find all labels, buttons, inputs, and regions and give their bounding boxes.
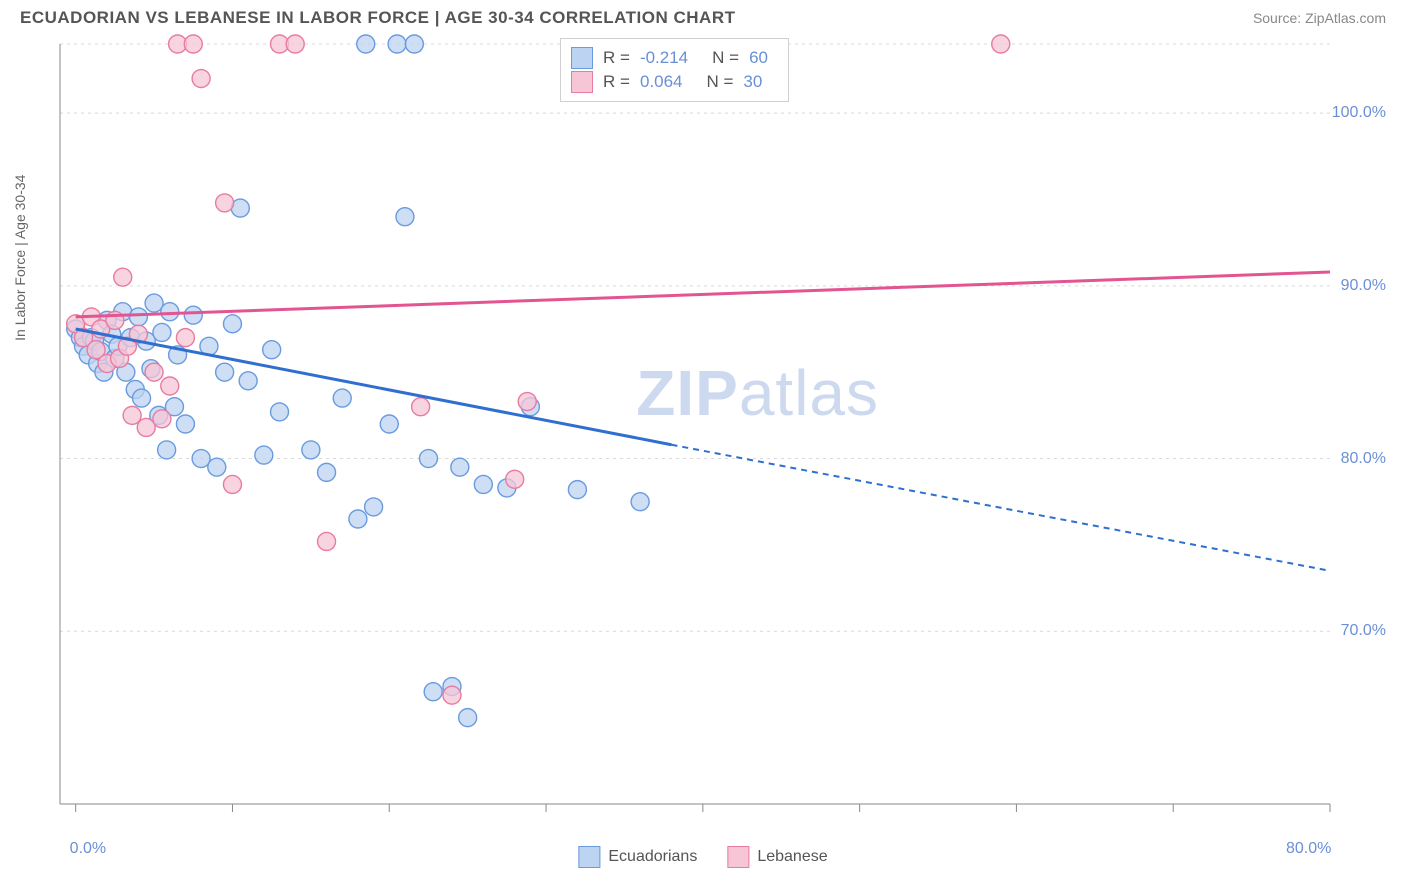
data-point (412, 398, 430, 416)
y-axis-title: In Labor Force | Age 30-34 (12, 175, 28, 341)
data-point (518, 393, 536, 411)
legend-n-value: 60 (749, 48, 768, 68)
legend-item: Lebanese (727, 846, 827, 868)
data-point (419, 450, 437, 468)
data-point (145, 363, 163, 381)
data-point (365, 498, 383, 516)
chart-title: ECUADORIAN VS LEBANESE IN LABOR FORCE | … (20, 8, 735, 28)
legend-series-name: Lebanese (757, 848, 827, 866)
legend-r-value: -0.214 (640, 48, 688, 68)
legend-swatch (727, 846, 749, 868)
data-point (223, 475, 241, 493)
data-point (161, 303, 179, 321)
chart-source: Source: ZipAtlas.com (1253, 10, 1386, 26)
data-point (568, 481, 586, 499)
data-point (158, 441, 176, 459)
data-point (349, 510, 367, 528)
data-point (153, 323, 171, 341)
data-point (333, 389, 351, 407)
legend-r-label: R = (603, 72, 630, 92)
legend-n-label: N = (712, 48, 739, 68)
legend-n-label: N = (706, 72, 733, 92)
data-point (216, 363, 234, 381)
data-point (459, 709, 477, 727)
data-point (161, 377, 179, 395)
trend-line-dashed (671, 445, 1330, 571)
trend-line-solid (76, 272, 1330, 317)
data-point (302, 441, 320, 459)
legend-n-value: 30 (743, 72, 762, 92)
x-tick-label: 0.0% (70, 840, 106, 858)
legend-swatch (578, 846, 600, 868)
legend-row: R = 0.064 N = 30 (571, 71, 768, 93)
data-point (153, 410, 171, 428)
data-point (216, 194, 234, 212)
data-point (474, 475, 492, 493)
data-point (631, 493, 649, 511)
data-point (263, 341, 281, 359)
data-point (239, 372, 257, 390)
data-point (992, 35, 1010, 53)
y-tick-label: 80.0% (1341, 450, 1386, 468)
legend-swatch (571, 71, 593, 93)
data-point (380, 415, 398, 433)
y-tick-label: 70.0% (1341, 622, 1386, 640)
y-tick-label: 100.0% (1332, 104, 1386, 122)
legend-series-name: Ecuadorians (608, 848, 697, 866)
data-point (443, 686, 461, 704)
data-point (318, 463, 336, 481)
correlation-legend: R = -0.214 N = 60 R = 0.064 N = 30 (560, 38, 789, 102)
chart-container: In Labor Force | Age 30-34 ZIPatlas R = … (20, 34, 1386, 814)
data-point (286, 35, 304, 53)
data-point (192, 70, 210, 88)
data-point (176, 329, 194, 347)
data-point (184, 306, 202, 324)
x-tick-label: 80.0% (1286, 840, 1331, 858)
data-point (506, 470, 524, 488)
data-point (424, 683, 442, 701)
legend-r-label: R = (603, 48, 630, 68)
data-point (255, 446, 273, 464)
data-point (223, 315, 241, 333)
data-point (176, 415, 194, 433)
data-point (451, 458, 469, 476)
data-point (133, 389, 151, 407)
legend-swatch (571, 47, 593, 69)
y-tick-label: 90.0% (1341, 277, 1386, 295)
data-point (396, 208, 414, 226)
data-point (114, 268, 132, 286)
data-point (184, 35, 202, 53)
data-point (208, 458, 226, 476)
data-point (271, 403, 289, 421)
data-point (357, 35, 375, 53)
data-point (123, 406, 141, 424)
scatter-chart (20, 34, 1386, 814)
legend-r-value: 0.064 (640, 72, 683, 92)
series-legend: Ecuadorians Lebanese (578, 846, 827, 868)
data-point (405, 35, 423, 53)
data-point (388, 35, 406, 53)
data-point (318, 532, 336, 550)
data-point (129, 308, 147, 326)
legend-item: Ecuadorians (578, 846, 697, 868)
legend-row: R = -0.214 N = 60 (571, 47, 768, 69)
